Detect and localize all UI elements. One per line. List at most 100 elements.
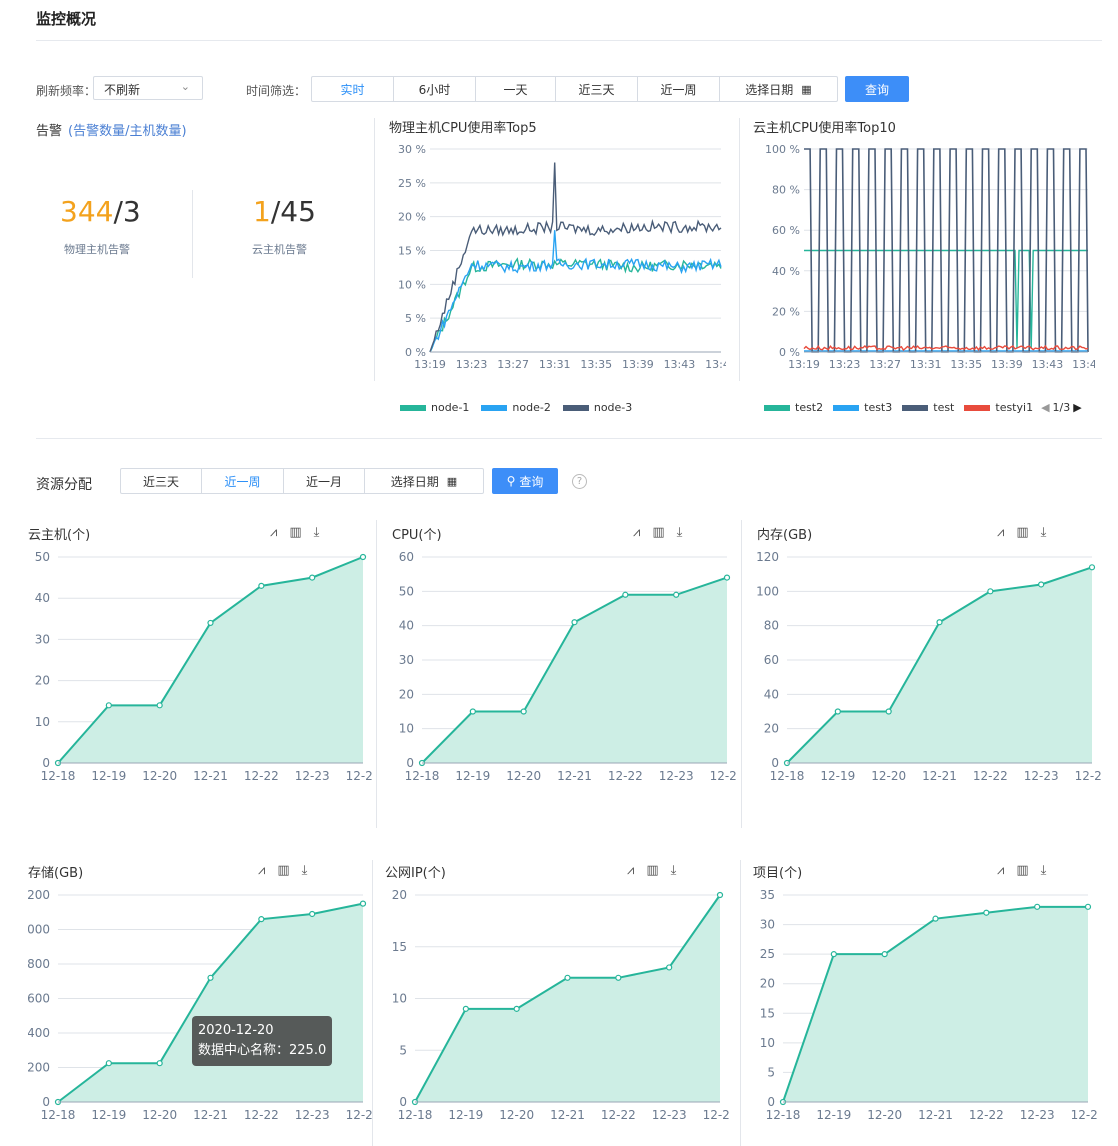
line-chart-icon[interactable]: ⩘ [997, 863, 1005, 878]
download-icon[interactable]: ⤓ [670, 863, 677, 878]
y-tick-label: 20 [35, 674, 50, 688]
bar-chart-icon[interactable]: ▥ [1016, 525, 1029, 540]
legend-node-1[interactable]: node-1 [400, 401, 469, 414]
resource-option-1w[interactable]: 近一周 [202, 469, 284, 493]
data-point [830, 951, 837, 958]
bar-chart-icon[interactable]: ▥ [1016, 863, 1029, 878]
data-point [1088, 564, 1096, 571]
resource-query-button[interactable]: ⚲ 查询 [492, 468, 558, 494]
bar-chart-icon[interactable]: ▥ [277, 863, 290, 878]
y-tick-label: 1200 [28, 888, 50, 902]
x-tick-label: 12-24 [703, 1108, 730, 1122]
data-point [156, 1060, 163, 1067]
bar-chart-icon[interactable]: ▥ [646, 863, 659, 878]
data-point [520, 708, 527, 715]
x-tick-label: 12-24 [1075, 769, 1102, 783]
time-option-3d[interactable]: 近三天 [556, 77, 638, 101]
y-tick-label: 5 [767, 1065, 775, 1079]
download-icon[interactable]: ⤓ [1040, 863, 1047, 878]
legend-prev-icon[interactable]: ◀ [1041, 401, 1050, 414]
line-chart-icon[interactable]: ⩘ [627, 863, 635, 878]
data-point [615, 974, 622, 981]
section-divider-1 [374, 118, 375, 381]
data-point [936, 619, 943, 626]
phys-cpu-chart: 0 % 5 % 10 % 15 % 20 % 25 % 30 % 13:19 13:23 13:2… [398, 143, 726, 371]
x-tick-label: 12-18 [405, 769, 440, 783]
legend-label: node-3 [593, 401, 633, 414]
cloud-alarm-value: 1/45 [253, 195, 316, 228]
data-point [513, 1005, 520, 1012]
y-tick-label: 60 % [772, 224, 800, 237]
refresh-select[interactable]: 不刷新 ⌄ [93, 76, 203, 100]
time-option-6h[interactable]: 6小时 [394, 77, 476, 101]
resource-option-1m[interactable]: 近一月 [284, 469, 365, 493]
legend-swatch [833, 404, 860, 411]
bar-chart-icon[interactable]: ▥ [652, 525, 665, 540]
x-tick-label: 12-19 [448, 1108, 483, 1122]
y-tick-label: 30 % [398, 143, 426, 156]
x-tick-label: 13:23 [456, 358, 488, 371]
legend-label: node-2 [512, 401, 551, 414]
legend-node-2[interactable]: node-2 [481, 401, 551, 414]
x-tick-label: 12-18 [41, 769, 76, 783]
line-chart-icon[interactable]: ⩘ [270, 525, 278, 540]
help-icon[interactable]: ? [572, 474, 587, 489]
time-filter-label: 时间筛选： [246, 84, 307, 98]
refresh-label: 刷新频率： [36, 84, 97, 98]
x-tick-label: 13:43 [664, 358, 696, 371]
legend-node-3[interactable]: node-3 [562, 401, 633, 414]
download-icon[interactable]: ⤓ [676, 525, 683, 540]
legend-test3[interactable]: test3 [833, 401, 892, 414]
area-fill [415, 895, 720, 1102]
download-icon[interactable]: ⤓ [1040, 525, 1047, 540]
date-picker-label: 选择日期 [745, 82, 794, 97]
y-tick-label: 600 [28, 992, 50, 1006]
resource-option-date[interactable]: 选择日期 ▦ [365, 469, 483, 493]
y-tick-label: 25 [760, 947, 775, 961]
filter-query-button[interactable]: 查询 [845, 76, 909, 102]
x-tick-label: 12-20 [142, 769, 177, 783]
legend-test[interactable]: test [902, 401, 954, 414]
data-point [723, 574, 731, 581]
line-chart-icon[interactable]: ⩘ [258, 863, 266, 878]
y-tick-label: 10 % [398, 278, 426, 291]
y-tick-label: 0 [42, 756, 50, 770]
download-icon[interactable]: ⤓ [313, 525, 320, 540]
legend-testyi1[interactable]: testyi1 [964, 401, 1033, 414]
time-option-1d[interactable]: 一天 [476, 77, 556, 101]
line-chart-icon[interactable]: ⩘ [633, 525, 641, 540]
x-tick-label: 12-21 [922, 769, 957, 783]
x-tick-label: 12-21 [557, 769, 592, 783]
legend-swatch [764, 404, 790, 411]
x-tick-label: 12-19 [91, 769, 126, 783]
line-chart-icon[interactable]: ⩘ [997, 525, 1005, 540]
chart-title: 项目(个) [753, 866, 803, 881]
data-point [1038, 581, 1045, 588]
download-icon[interactable]: ⤓ [301, 863, 308, 878]
x-tick-label: 13:31 [910, 358, 942, 371]
y-tick-label: 30 [35, 632, 50, 646]
time-option-1w[interactable]: 近一周 [638, 77, 720, 101]
y-tick-label: 10 [392, 992, 407, 1006]
page-title: 监控概况 [36, 10, 97, 28]
alarm-subtitle: (告警数量/主机数量) [68, 124, 187, 139]
bar-chart-icon[interactable]: ▥ [289, 525, 302, 540]
area-chart: 0 5 10 15 20 12-18 12-19 12-20 12-21 12-22 12-23 12… [392, 888, 730, 1122]
x-tick-label: 13:19 [788, 358, 820, 371]
legend-test2[interactable]: test2 [764, 401, 823, 414]
legend-next-icon[interactable]: ▶ [1073, 401, 1082, 414]
cloud-alarm-count: 1 [253, 195, 271, 228]
data-point [983, 909, 990, 916]
x-tick-label: 12-23 [1024, 769, 1059, 783]
y-tick-label: 0 [771, 756, 779, 770]
grid-divider-2 [741, 520, 742, 828]
phys-cpu-title: 物理主机CPU使用率Top5 [389, 121, 537, 136]
resource-option-3d[interactable]: 近三天 [121, 469, 202, 493]
x-tick-label: 12-22 [244, 769, 279, 783]
y-tick-label: 20 % [398, 211, 426, 224]
grid-divider-3 [372, 860, 373, 1146]
time-option-date[interactable]: 选择日期 ▦ [720, 77, 837, 101]
resource-range-group: 近三天 近一周 近一月 选择日期 ▦ [120, 468, 484, 494]
area-chart: 0 200 400 600 800 1000 1200 12-18 12-19 12-20 12-2… [28, 888, 373, 1122]
time-option-realtime[interactable]: 实时 [312, 77, 394, 101]
